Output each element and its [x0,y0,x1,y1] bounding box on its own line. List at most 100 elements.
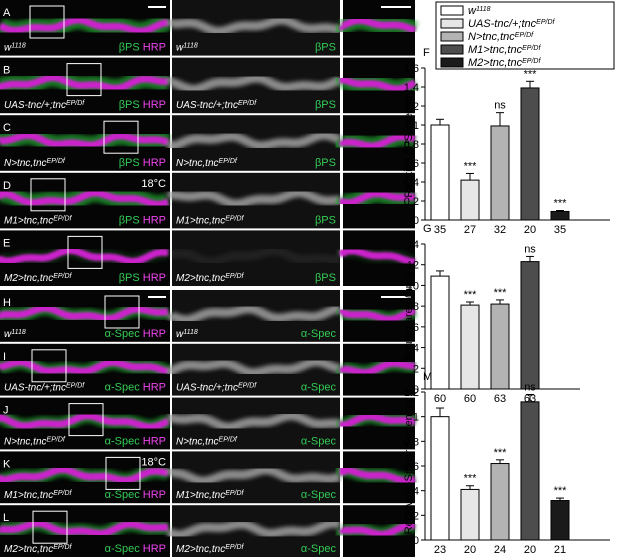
significance: ns [524,243,536,255]
genotype-sup: EP/Df [515,32,534,39]
temperature-note: 18°C [141,456,166,468]
genotype-text: w [468,5,477,17]
inset-box [66,63,102,97]
bar [430,416,450,541]
y-axis-label: Relative α-Spectrin intensity [403,397,415,534]
genotype-label: M1>tnc,tncEP/Df [4,215,73,227]
y-axis-label: Relative βPS intensity [403,90,415,198]
genotype-text: N>tnc,tnc [176,158,219,169]
x-tick-label: 23 [434,544,446,556]
signal [167,303,341,325]
genotype-sup: EP/Df [47,436,66,443]
genotype-label: M2>tnc,tncEP/Df [176,544,245,556]
legend-label: w1118 [468,5,491,17]
significance: *** [494,447,508,459]
x-tick-label: 20 [524,224,536,236]
significance: *** [554,485,568,497]
signal [167,130,342,153]
inset-box [103,120,139,154]
inset-box [32,510,68,544]
panel-letter: J [3,405,9,417]
bar [460,304,480,390]
y-tick-label: 1 [413,120,419,132]
x-tick-label: 20 [524,544,536,556]
y-tick-label: 0.6 [404,461,419,473]
signal-magenta [339,133,416,150]
genotype-text: w [4,329,12,340]
signal-magenta [0,189,170,208]
marker: HRP [143,435,166,447]
stain-label: βPS HRP [119,99,166,111]
y-tick-label: 14 [407,239,419,251]
genotype-label: M2>tnc,tncEP/Df [176,273,245,285]
stain-label: βPS [315,157,336,169]
signal-magenta [339,412,416,431]
genotype-text: M2>tnc,tnc [176,273,225,284]
y-tick-label: 1.4 [404,82,419,94]
bar [430,275,450,390]
bar [490,125,510,221]
stain-label: α-Spec [301,382,337,394]
significance: *** [554,198,568,210]
genotype-text: N>tnc,tnc [4,158,47,169]
genotype-label: w1118 [176,328,198,340]
y-tick-label: 4 [413,343,419,355]
inset-box [105,456,141,490]
bar [520,87,540,221]
panel-letter: H [3,297,11,309]
genotype-sup: EP/Df [53,544,72,551]
bar [460,488,480,541]
panel-letter: K [3,458,11,470]
bar [430,124,450,221]
panel-letter: E [3,237,10,249]
genotype-sup: 1118 [476,6,491,13]
bar [520,401,540,541]
legend-label: N>tnc,tncEP/Df [468,31,534,43]
stain-label: βPS [315,214,336,226]
marker: HRP [143,42,166,54]
genotype-label: N>tnc,tncEP/Df [176,436,238,448]
legend-swatch [440,5,464,16]
legend-box [435,1,615,70]
genotype-sup: EP/Df [53,273,72,280]
temperature-note: 18°C [141,178,166,190]
legend-label: M2>tnc,tncEP/Df [468,57,541,69]
stain: α-Spec [105,543,141,555]
stain: α-Spec [105,382,141,394]
marker: HRP [143,382,166,394]
stain: βPS [119,42,140,54]
genotype-sup: EP/Df [66,382,85,389]
stain: βPS [119,214,140,226]
y-tick-label: 0 [413,215,419,227]
bar [490,303,510,390]
panel-letter: I [3,351,6,363]
genotype-text: M1>tnc,tnc [176,490,225,501]
significance: ns [524,381,536,393]
bar [550,500,570,541]
y-tick-label: 12 [407,260,419,272]
genotype-label: N>tnc,tncEP/Df [4,436,66,448]
genotype-sup: EP/Df [225,273,244,280]
x-tick-label: 60 [464,393,476,405]
y-tick-label: 0.2 [404,510,419,522]
genotype-text: M1>tnc,tnc [4,215,53,226]
genotype-sup: EP/Df [522,58,541,65]
genotype-sup: EP/Df [225,544,244,551]
legend-label: UAS-tnc/+;tncEP/Df [468,18,556,30]
genotype-sup: EP/Df [219,436,238,443]
genotype-text: w [4,43,12,54]
signal-magenta [339,521,416,538]
x-tick-label: 35 [434,224,446,236]
inset-box [68,403,104,437]
inset-box [31,349,67,383]
panel-letter: C [3,122,11,134]
signal [167,357,342,378]
marker: HRP [143,157,166,169]
stain: α-Spec [105,435,141,447]
panel-letter: D [3,180,11,192]
bar [490,463,510,541]
signal-magenta [339,359,416,376]
panel-letter: L [3,512,9,524]
signal [167,518,341,540]
genotype-text: M2>tnc,tnc [4,544,53,555]
